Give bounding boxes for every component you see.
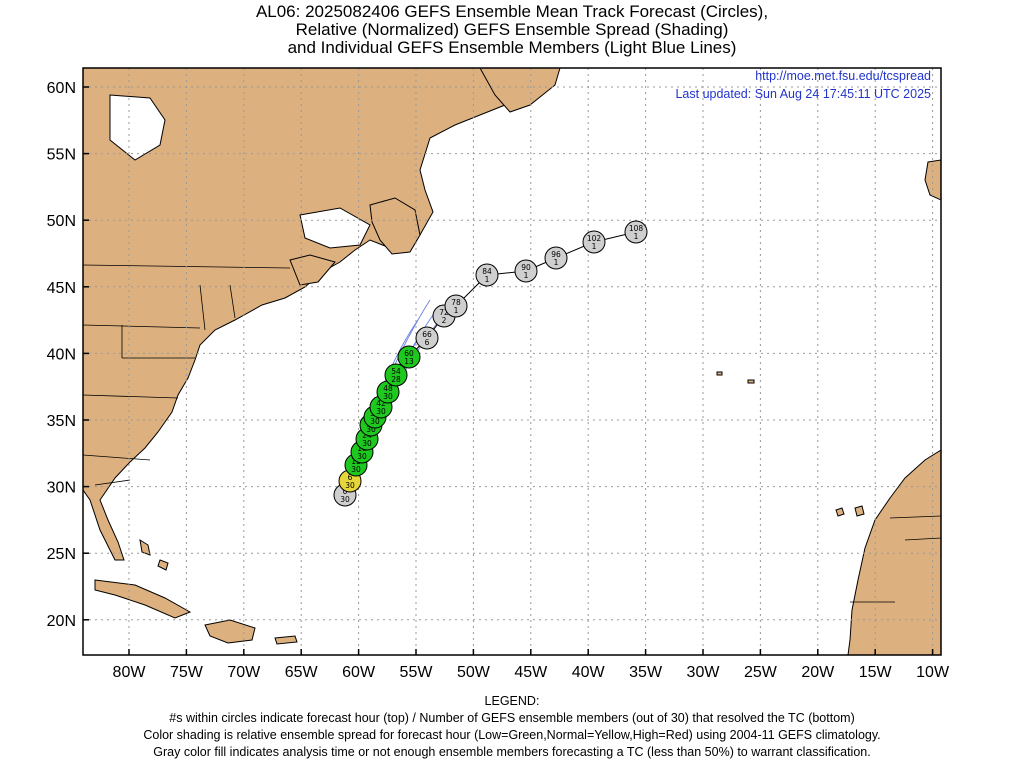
land-layer: [83, 68, 941, 655]
member-count-label: 1: [454, 306, 459, 315]
member-count-label: 30: [340, 495, 350, 504]
track-point-90: 901: [514, 259, 538, 283]
last-updated-text: Last updated: Sun Aug 24 17:45:11 UTC 20…: [675, 87, 931, 101]
member-count-label: 28: [391, 375, 401, 384]
title-line-1: AL06: 2025082406 GEFS Ensemble Mean Trac…: [255, 2, 769, 21]
member-count-label: 13: [404, 357, 414, 366]
title-line-2: Relative (Normalized) GEFS Ensemble Spre…: [295, 20, 729, 39]
graticule: [83, 68, 941, 655]
member-count-label: 30: [376, 407, 386, 416]
member-count-label: 30: [366, 425, 376, 434]
lat-label: 35N: [47, 413, 76, 430]
track-point-84: 841: [475, 263, 499, 287]
track-points: 0306301230183024303030363042304830542860…: [333, 220, 648, 507]
track-circle: [544, 246, 568, 270]
track-point-66: 666: [415, 326, 439, 350]
forecast-hour-label: 108: [629, 224, 644, 233]
member-count-label: 6: [425, 338, 430, 347]
lon-label: 75W: [170, 664, 204, 681]
lat-label: 60N: [47, 80, 76, 97]
lon-label: 40W: [572, 664, 606, 681]
forecast-hour-label: 84: [482, 267, 492, 276]
track-circle: [514, 259, 538, 283]
title-line-3: and Individual GEFS Ensemble Members (Li…: [287, 38, 737, 57]
track-map: 60N 55N 50N 45N 40N 35N 30N 25N 20N 80W 75W 70W 65W…: [47, 67, 950, 681]
track-circle: [397, 345, 421, 369]
member-count-label: 1: [524, 271, 529, 280]
forecast-hour-label: 60: [404, 349, 414, 358]
track-circle: [415, 326, 439, 350]
track-circle: [475, 263, 499, 287]
lat-label: 20N: [47, 613, 76, 630]
legend-line-3: Gray color fill indicates analysis time …: [153, 745, 871, 759]
member-count-label: 30: [362, 439, 372, 448]
member-count-label: 30: [370, 417, 380, 426]
lon-label: 15W: [859, 664, 893, 681]
lon-label: 35W: [629, 664, 663, 681]
forecast-hour-label: 6: [348, 473, 353, 482]
lon-label: 45W: [514, 664, 548, 681]
track-circle: [582, 230, 606, 254]
forecast-hour-label: 0: [343, 487, 348, 496]
legend-line-1: #s within circles indicate forecast hour…: [169, 711, 855, 725]
lon-label: 50W: [457, 664, 491, 681]
member-count-label: 30: [345, 481, 355, 490]
lat-label: 50N: [47, 213, 76, 230]
lon-label: 30W: [687, 664, 721, 681]
track-point-96: 961: [544, 246, 568, 270]
lat-label: 25N: [47, 546, 76, 563]
north-america-land: [83, 68, 526, 561]
forecast-hour-label: 42: [376, 399, 386, 408]
forecast-hour-label: 48: [383, 384, 393, 393]
forecast-hour-label: 54: [391, 367, 401, 376]
lon-label: 70W: [227, 664, 261, 681]
source-url-link[interactable]: http://moe.met.fsu.edu/tcspread: [755, 69, 931, 83]
member-count-label: 2: [442, 316, 447, 325]
newfoundland-land: [369, 197, 421, 255]
lon-label: 65W: [285, 664, 319, 681]
iberia-land: [924, 159, 941, 201]
lon-label: 60W: [342, 664, 376, 681]
forecast-hour-label: 90: [521, 263, 531, 272]
lat-label: 40N: [47, 346, 76, 363]
lat-label: 45N: [47, 280, 76, 297]
forecast-hour-label: 96: [551, 250, 561, 259]
member-count-label: 30: [357, 452, 367, 461]
track-point-78: 781: [444, 294, 468, 318]
lon-label: 80W: [113, 664, 147, 681]
lon-label: 25W: [744, 664, 778, 681]
track-circle: [384, 363, 408, 387]
lat-label: 30N: [47, 480, 76, 497]
lon-label: 10W: [916, 664, 950, 681]
legend-line-2: Color shading is relative ensemble sprea…: [143, 728, 881, 742]
lat-labels: 60N 55N 50N 45N 40N 35N 30N 25N 20N: [47, 80, 89, 630]
forecast-hour-label: 72: [439, 308, 449, 317]
lon-label: 55W: [400, 664, 434, 681]
greenland-land: [479, 68, 561, 113]
member-count-label: 1: [554, 258, 559, 267]
track-circle: [444, 294, 468, 318]
lon-label: 20W: [801, 664, 835, 681]
member-count-label: 1: [485, 275, 490, 284]
member-count-label: 30: [351, 465, 361, 474]
forecast-hour-label: 102: [587, 234, 602, 243]
lat-label: 55N: [47, 147, 76, 164]
cuba-land: [94, 579, 192, 619]
lon-labels: 80W 75W 70W 65W 60W 55W 50W 45W 40W 35W 30W 25W 20W 1…: [113, 649, 950, 681]
track-circle: [624, 220, 648, 244]
member-count-label: 30: [383, 392, 393, 401]
member-count-label: 1: [592, 242, 597, 251]
legend-heading: LEGEND:: [484, 694, 540, 708]
map-frame: [82, 67, 942, 656]
member-count-label: 1: [634, 232, 639, 241]
forecast-hour-label: 78: [451, 298, 461, 307]
forecast-hour-label: 66: [422, 330, 432, 339]
africa-land: [847, 449, 941, 655]
